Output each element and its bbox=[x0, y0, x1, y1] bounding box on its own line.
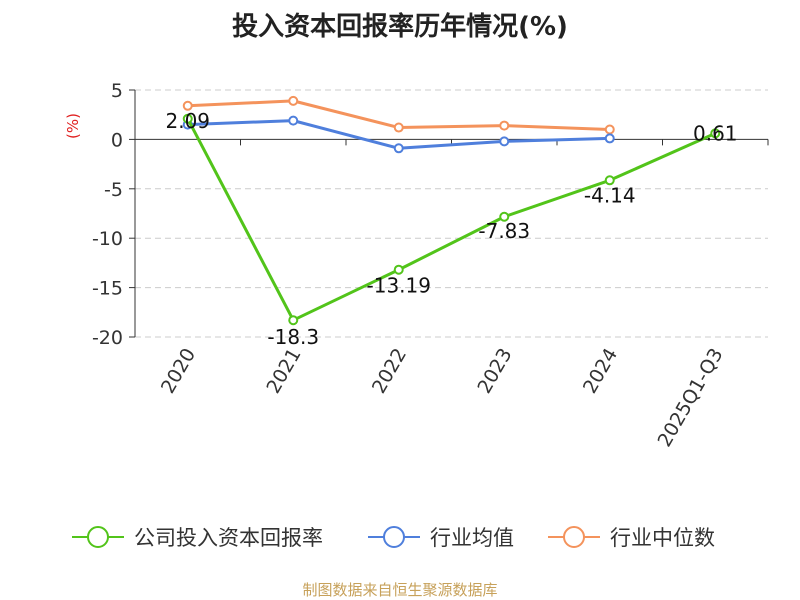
data-point bbox=[182, 100, 193, 111]
y-tick-label: -20 bbox=[92, 327, 123, 349]
data-point bbox=[604, 175, 615, 186]
legend-label: 行业均值 bbox=[430, 526, 514, 550]
data-point bbox=[393, 264, 404, 275]
data-point bbox=[393, 143, 404, 154]
legend-label: 行业中位数 bbox=[610, 526, 715, 550]
data-label: 0.61 bbox=[693, 121, 738, 145]
legend-marker bbox=[383, 526, 405, 548]
legend-label: 公司投入资本回报率 bbox=[134, 526, 323, 550]
data-label: -4.14 bbox=[584, 183, 636, 207]
data-point bbox=[499, 136, 510, 147]
data-point bbox=[710, 128, 721, 139]
data-point bbox=[288, 115, 299, 126]
y-tick-label: 5 bbox=[111, 80, 123, 102]
data-point bbox=[182, 113, 193, 124]
data-label: -13.19 bbox=[367, 274, 431, 298]
data-point bbox=[288, 315, 299, 326]
data-point bbox=[499, 211, 510, 222]
data-label: -18.3 bbox=[267, 325, 319, 349]
y-tick-label: -15 bbox=[92, 278, 123, 300]
data-point bbox=[604, 124, 615, 135]
legend-marker bbox=[563, 526, 585, 548]
x-tick-label: 2025Q1-Q3 bbox=[654, 345, 728, 451]
chart-title: 投入资本回报率历年情况(%) bbox=[232, 12, 568, 42]
data-point bbox=[288, 95, 299, 106]
data-point bbox=[604, 133, 615, 144]
y-tick-label: -10 bbox=[92, 228, 123, 250]
y-axis-label: (%) bbox=[64, 113, 82, 139]
y-tick-label: 0 bbox=[111, 129, 123, 151]
data-point bbox=[499, 120, 510, 131]
series-line bbox=[186, 118, 716, 322]
data-label: 2.09 bbox=[165, 109, 210, 133]
data-label: -7.83 bbox=[478, 219, 530, 243]
x-tick-label: 2022 bbox=[368, 345, 411, 398]
legend-marker bbox=[87, 526, 109, 548]
x-tick-label: 2020 bbox=[157, 345, 200, 398]
x-tick-label: 2023 bbox=[473, 345, 516, 398]
x-tick-label: 2024 bbox=[579, 345, 622, 398]
data-point bbox=[393, 122, 404, 133]
x-tick-label: 2021 bbox=[262, 345, 305, 398]
y-tick-label: -5 bbox=[104, 179, 123, 201]
source-note: 制图数据来自恒生聚源数据库 bbox=[302, 581, 498, 599]
